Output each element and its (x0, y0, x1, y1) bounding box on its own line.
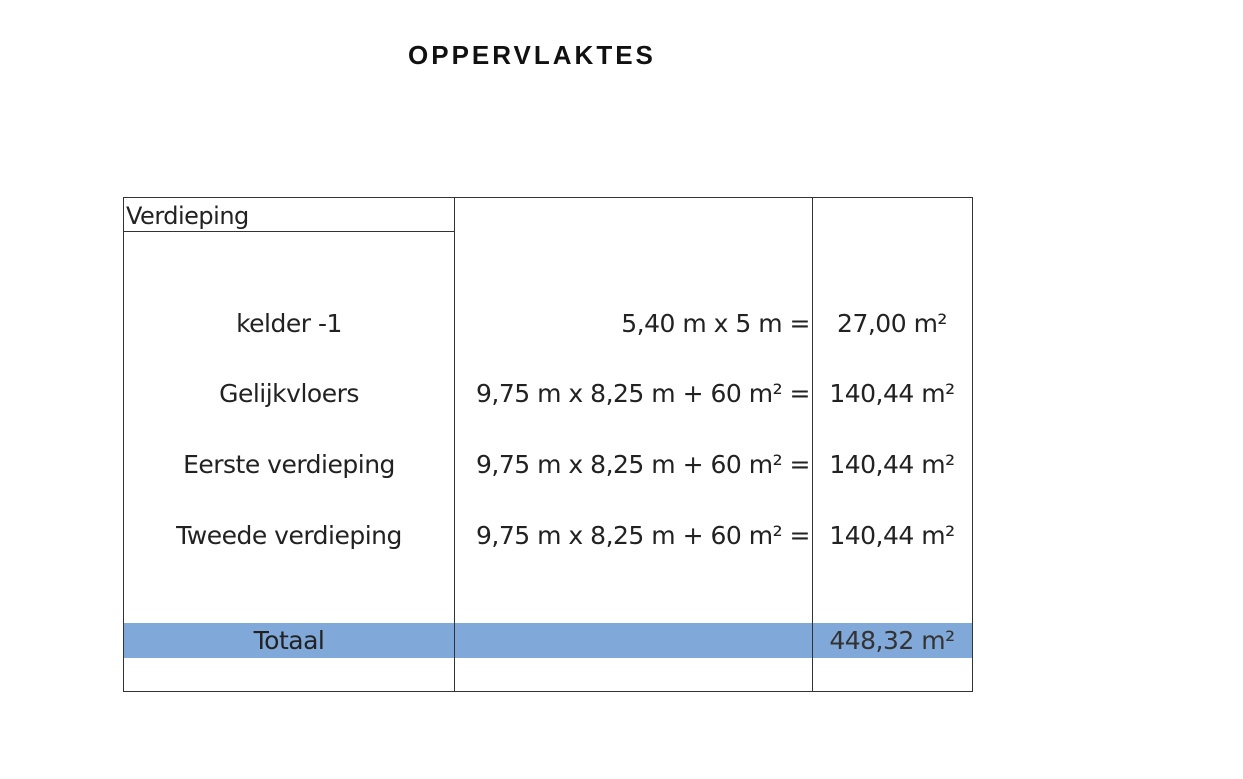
total-row-highlight (124, 623, 972, 658)
row-formula: 9,75 m x 8,25 m + 60 m² = (476, 379, 810, 408)
row-formula: 5,40 m x 5 m = (621, 309, 810, 338)
row-formula: 9,75 m x 8,25 m + 60 m² = (476, 521, 810, 550)
row-floor: Eerste verdieping (183, 450, 395, 479)
page-title: OPPERVLAKTES (408, 40, 656, 70)
row-floor: Gelijkvloers (219, 379, 359, 408)
column-divider (454, 198, 455, 691)
row-area: 27,00 m² (837, 309, 947, 338)
total-label: Totaal (253, 626, 325, 655)
row-area: 140,44 m² (829, 379, 955, 408)
column-divider (812, 198, 813, 691)
row-formula: 9,75 m x 8,25 m + 60 m² = (476, 450, 810, 479)
total-area: 448,32 m² (829, 626, 955, 655)
row-area: 140,44 m² (829, 450, 955, 479)
row-floor: kelder -1 (236, 309, 342, 338)
area-table: Verdieping kelder -1 5,40 m x 5 m = 27,0… (123, 197, 973, 692)
row-floor: Tweede verdieping (176, 521, 402, 550)
row-area: 140,44 m² (829, 521, 955, 550)
column-header-floor: Verdieping (126, 202, 249, 230)
header-underline (124, 231, 454, 232)
